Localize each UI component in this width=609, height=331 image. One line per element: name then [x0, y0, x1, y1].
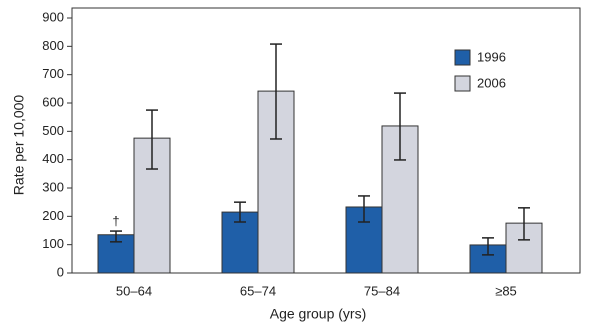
- y-tick-label: 0: [57, 264, 64, 279]
- y-tick-label: 100: [42, 236, 64, 251]
- y-tick-label: 400: [42, 151, 64, 166]
- x-tick-label: 65–74: [240, 283, 276, 298]
- y-tick-label: 200: [42, 208, 64, 223]
- legend-swatch: [454, 75, 471, 92]
- y-tick-label: 600: [42, 94, 64, 109]
- y-tick-label: 800: [42, 38, 64, 53]
- legend-swatch: [454, 49, 471, 66]
- legend-label: 2006: [477, 75, 506, 90]
- x-tick-label: 50–64: [116, 283, 152, 298]
- y-tick-label: 500: [42, 123, 64, 138]
- plot-frame: [71, 7, 581, 274]
- legend-label: 1996: [477, 49, 506, 64]
- x-tick-label: ≥85: [495, 283, 517, 298]
- annotation: †: [112, 214, 119, 229]
- x-axis-title: Age group (yrs): [270, 306, 366, 322]
- y-axis-title: Rate per 10,000: [11, 95, 27, 196]
- bar: [133, 137, 171, 274]
- y-tick-label: 300: [42, 179, 64, 194]
- y-tick-label: 900: [42, 9, 64, 24]
- x-tick-label: 75–84: [364, 283, 400, 298]
- y-tick-label: 700: [42, 66, 64, 81]
